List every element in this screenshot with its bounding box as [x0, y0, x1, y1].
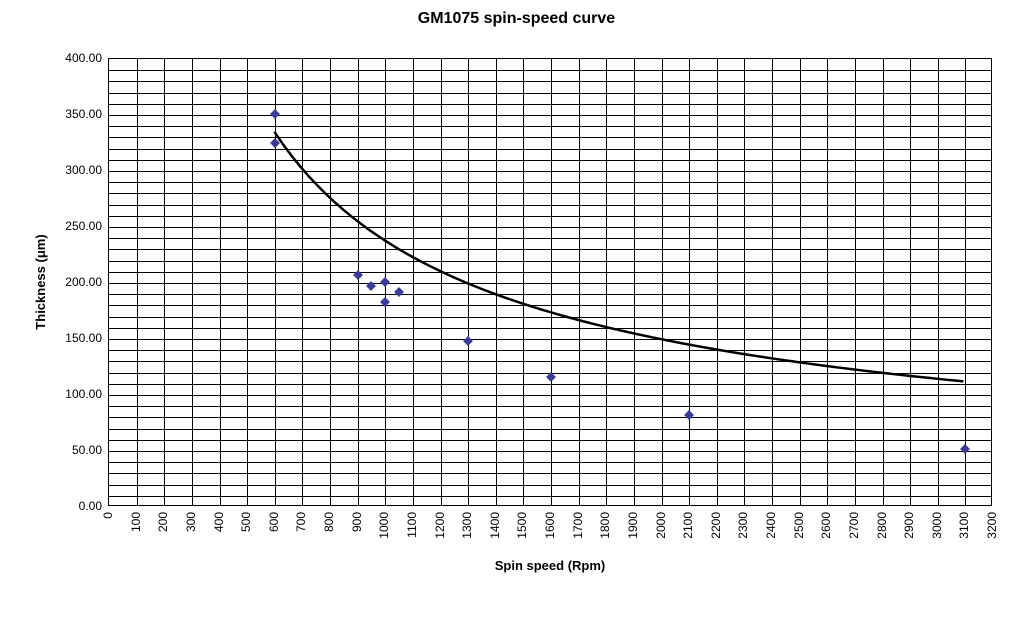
- x-tick-label: 700: [294, 512, 308, 532]
- y-tick-label: 400.00: [65, 51, 102, 65]
- grid-horizontal: [109, 317, 991, 318]
- chart-title: GM1075 spin-speed curve: [0, 10, 1033, 28]
- x-tick-label: 2300: [736, 512, 750, 539]
- grid-horizontal: [109, 149, 991, 150]
- x-tick-label: 2400: [764, 512, 778, 539]
- x-tick-label: 2800: [875, 512, 889, 539]
- grid-horizontal: [109, 137, 991, 138]
- grid-horizontal: [109, 193, 991, 194]
- grid-horizontal: [109, 238, 991, 239]
- grid-horizontal: [109, 115, 991, 116]
- grid-horizontal: [109, 440, 991, 441]
- y-tick-label: 150.00: [65, 331, 102, 345]
- x-axis-title: Spin speed (Rpm): [108, 558, 992, 573]
- grid-horizontal: [109, 305, 991, 306]
- grid-horizontal: [109, 205, 991, 206]
- grid-horizontal: [109, 126, 991, 127]
- x-tick-label: 1800: [598, 512, 612, 539]
- x-tick-label: 2700: [847, 512, 861, 539]
- grid-horizontal: [109, 485, 991, 486]
- grid-horizontal: [109, 261, 991, 262]
- grid-horizontal: [109, 429, 991, 430]
- grid-horizontal: [109, 70, 991, 71]
- grid-horizontal: [109, 171, 991, 172]
- grid-horizontal: [109, 182, 991, 183]
- x-tick-label: 2100: [681, 512, 695, 539]
- grid-horizontal: [109, 93, 991, 94]
- y-tick-label: 250.00: [65, 219, 102, 233]
- y-tick-label: 200.00: [65, 275, 102, 289]
- grid-horizontal: [109, 496, 991, 497]
- x-tick-label: 1400: [488, 512, 502, 539]
- plot-wrap: Thickness (μm) Spin speed (Rpm) 01002003…: [108, 58, 992, 506]
- grid-horizontal: [109, 473, 991, 474]
- y-tick-label: 300.00: [65, 163, 102, 177]
- grid-horizontal: [109, 451, 991, 452]
- x-tick-label: 3200: [985, 512, 999, 539]
- x-tick-label: 600: [267, 512, 281, 532]
- x-tick-label: 2000: [654, 512, 668, 539]
- grid-horizontal: [109, 339, 991, 340]
- grid-horizontal: [109, 384, 991, 385]
- x-tick-label: 2500: [792, 512, 806, 539]
- y-tick-label: 100.00: [65, 387, 102, 401]
- x-tick-label: 400: [212, 512, 226, 532]
- x-tick-label: 1000: [377, 512, 391, 539]
- grid-horizontal: [109, 462, 991, 463]
- trendline-path: [274, 132, 963, 382]
- grid-horizontal: [109, 294, 991, 295]
- plot-area: [108, 58, 992, 506]
- x-tick-label: 2200: [709, 512, 723, 539]
- grid-horizontal: [109, 227, 991, 228]
- x-tick-label: 100: [129, 512, 143, 532]
- grid-horizontal: [109, 216, 991, 217]
- x-tick-label: 2600: [819, 512, 833, 539]
- x-tick-label: 900: [350, 512, 364, 532]
- x-tick-label: 3000: [930, 512, 944, 539]
- grid-horizontal: [109, 417, 991, 418]
- grid-horizontal: [109, 272, 991, 273]
- x-tick-label: 800: [322, 512, 336, 532]
- x-tick-label: 1900: [626, 512, 640, 539]
- grid-horizontal: [109, 350, 991, 351]
- x-tick-label: 1600: [543, 512, 557, 539]
- x-tick-label: 1500: [515, 512, 529, 539]
- x-tick-label: 1300: [460, 512, 474, 539]
- y-tick-label: 350.00: [65, 107, 102, 121]
- x-tick-label: 200: [156, 512, 170, 532]
- x-tick-label: 300: [184, 512, 198, 532]
- x-tick-label: 500: [239, 512, 253, 532]
- y-tick-label: 50.00: [72, 443, 102, 457]
- grid-horizontal: [109, 81, 991, 82]
- grid-horizontal: [109, 395, 991, 396]
- x-tick-label: 2900: [902, 512, 916, 539]
- x-tick-label: 1100: [405, 512, 419, 538]
- y-tick-label: 0.00: [79, 499, 102, 513]
- grid-horizontal: [109, 249, 991, 250]
- grid-horizontal: [109, 361, 991, 362]
- x-tick-label: 3100: [957, 512, 971, 539]
- grid-horizontal: [109, 160, 991, 161]
- y-axis-title: Thickness (μm): [33, 234, 48, 329]
- grid-horizontal: [109, 328, 991, 329]
- chart-page: GM1075 spin-speed curve Thickness (μm) S…: [0, 0, 1033, 628]
- grid-horizontal: [109, 283, 991, 284]
- x-tick-label: 1700: [571, 512, 585, 539]
- x-tick-label: 0: [101, 512, 115, 519]
- grid-horizontal: [109, 104, 991, 105]
- grid-horizontal: [109, 406, 991, 407]
- x-tick-label: 1200: [433, 512, 447, 539]
